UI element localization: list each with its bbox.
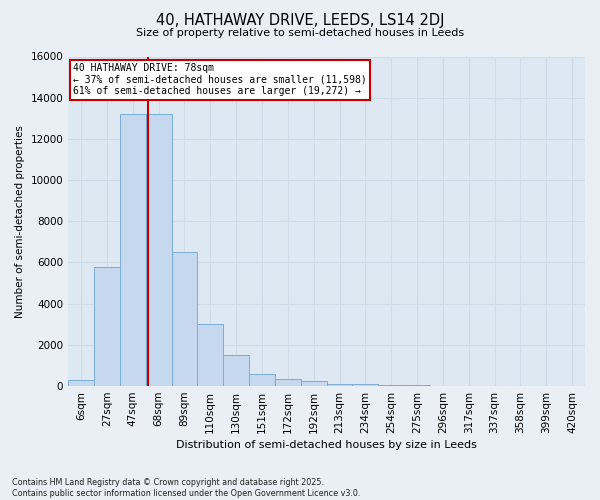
Bar bbox=[94, 266, 120, 386]
X-axis label: Distribution of semi-detached houses by size in Leeds: Distribution of semi-detached houses by … bbox=[176, 440, 477, 450]
Bar bbox=[120, 114, 146, 386]
Bar bbox=[352, 384, 378, 386]
Bar bbox=[197, 324, 223, 386]
Bar bbox=[249, 374, 275, 386]
Text: 40, HATHAWAY DRIVE, LEEDS, LS14 2DJ: 40, HATHAWAY DRIVE, LEEDS, LS14 2DJ bbox=[156, 12, 444, 28]
Bar bbox=[68, 380, 94, 386]
Bar bbox=[223, 355, 249, 386]
Bar bbox=[146, 114, 172, 386]
Bar bbox=[301, 381, 326, 386]
Text: Size of property relative to semi-detached houses in Leeds: Size of property relative to semi-detach… bbox=[136, 28, 464, 38]
Y-axis label: Number of semi-detached properties: Number of semi-detached properties bbox=[15, 125, 25, 318]
Bar bbox=[326, 384, 352, 386]
Text: Contains HM Land Registry data © Crown copyright and database right 2025.
Contai: Contains HM Land Registry data © Crown c… bbox=[12, 478, 361, 498]
Bar bbox=[172, 252, 197, 386]
Bar bbox=[378, 385, 404, 386]
Bar bbox=[275, 380, 301, 386]
Text: 40 HATHAWAY DRIVE: 78sqm
← 37% of semi-detached houses are smaller (11,598)
61% : 40 HATHAWAY DRIVE: 78sqm ← 37% of semi-d… bbox=[73, 63, 367, 96]
